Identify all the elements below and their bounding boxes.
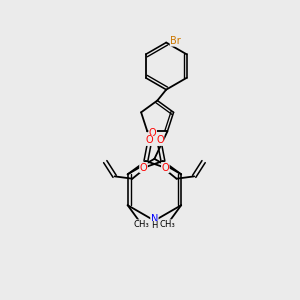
- Text: N: N: [151, 214, 158, 224]
- Text: Br: Br: [170, 36, 181, 46]
- Text: O: O: [161, 163, 169, 172]
- Text: O: O: [156, 135, 164, 146]
- Text: O: O: [149, 128, 156, 138]
- Text: CH₃: CH₃: [133, 220, 149, 229]
- Text: O: O: [145, 135, 153, 146]
- Text: H: H: [151, 221, 158, 230]
- Text: CH₃: CH₃: [160, 220, 176, 229]
- Text: O: O: [140, 163, 147, 172]
